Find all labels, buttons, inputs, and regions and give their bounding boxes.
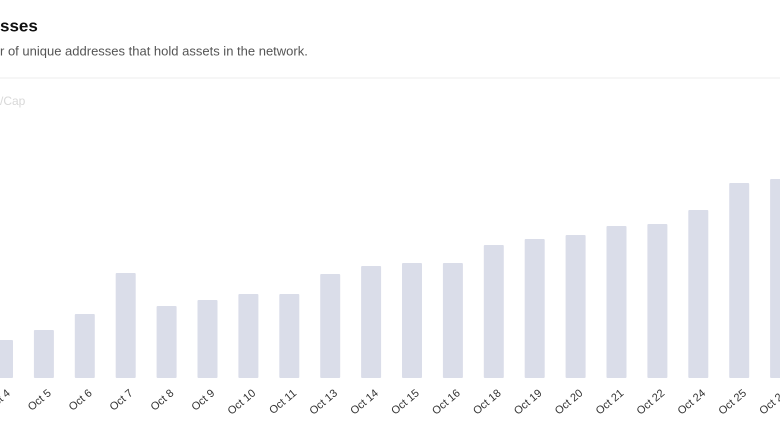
legend-label: /Cap	[0, 94, 26, 108]
bar	[238, 294, 259, 378]
bar	[361, 266, 382, 378]
bar	[729, 183, 750, 378]
bar	[197, 300, 218, 378]
chart-subtitle: r of unique addresses that hold assets i…	[0, 43, 308, 58]
bar	[320, 274, 341, 378]
bar	[770, 179, 780, 378]
chart-title: sses	[0, 16, 38, 35]
bar	[688, 210, 709, 378]
bar	[33, 330, 54, 378]
bar	[442, 263, 463, 378]
bar	[524, 239, 545, 378]
bar	[483, 245, 504, 378]
bar	[606, 226, 627, 378]
bar	[279, 294, 300, 378]
bar	[402, 263, 422, 378]
bar	[0, 340, 13, 378]
bar	[74, 314, 95, 378]
bar	[565, 235, 586, 378]
bar	[115, 273, 136, 378]
bar	[156, 306, 177, 378]
bar	[647, 224, 668, 378]
